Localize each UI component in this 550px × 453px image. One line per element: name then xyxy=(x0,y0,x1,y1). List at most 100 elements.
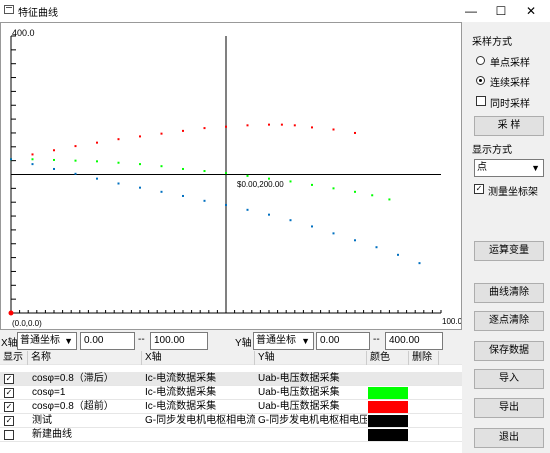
maximize-icon[interactable]: ☐ xyxy=(495,4,507,18)
data-point xyxy=(203,170,206,173)
plot-svg xyxy=(8,35,442,316)
table-row[interactable]: 新建曲线 xyxy=(0,428,462,442)
header-color: 颜色 xyxy=(367,351,409,365)
y-axis-type-value: 普通坐标 xyxy=(256,335,296,346)
data-point xyxy=(182,167,184,170)
data-point xyxy=(397,253,399,256)
data-point xyxy=(31,158,34,161)
data-point xyxy=(160,165,163,168)
data-point xyxy=(139,135,141,138)
measure-axis-label: 测量坐标架 xyxy=(488,187,538,198)
y-range-separator: -- xyxy=(373,334,380,345)
data-point xyxy=(74,159,77,162)
sample-button[interactable]: 采 样 xyxy=(474,116,544,136)
curve-x-source: Ic-电流数据采集 xyxy=(145,373,217,384)
data-point xyxy=(74,172,77,175)
header-show: 显示 xyxy=(0,351,28,365)
curve-y-source: G-同步发电机电枢相电压 xyxy=(258,415,367,426)
y-axis-type-select[interactable]: 普通坐标 ▼ xyxy=(253,332,314,350)
import-button[interactable]: 导入 xyxy=(474,369,544,389)
data-point xyxy=(311,126,313,129)
data-point xyxy=(182,194,184,197)
color-swatch[interactable] xyxy=(368,415,408,427)
data-point xyxy=(31,163,34,166)
data-point xyxy=(289,180,292,183)
export-button[interactable]: 导出 xyxy=(474,398,544,418)
sample-mode-label: 采样方式 xyxy=(472,37,512,48)
curve-name: cosφ=0.8（滞后） xyxy=(32,373,114,384)
x-max-input[interactable]: 100.00 xyxy=(150,332,208,350)
data-point xyxy=(31,153,34,156)
title-bar: 特征曲线 — ☐ ✕ xyxy=(0,0,550,22)
table-row[interactable]: ✓ cosφ=0.8（超前） Ic-电流数据采集 Uab-电压数据采集 xyxy=(0,400,462,414)
clear-curve-button[interactable]: 曲线清除 xyxy=(474,283,544,303)
compute-variable-button[interactable]: 运算变量 xyxy=(474,241,544,261)
header-name: 名称 xyxy=(28,351,142,365)
table-row[interactable]: ✓ 测试 G-同步发电机电枢相电流 G-同步发电机电枢相电压 xyxy=(0,414,462,428)
curve-x-source: G-同步发电机电枢相电流 xyxy=(145,415,255,426)
window-title: 特征曲线 xyxy=(18,8,58,19)
x-min-input[interactable]: 0.00 xyxy=(80,332,135,350)
data-point xyxy=(160,190,163,193)
data-point xyxy=(96,160,98,163)
data-point xyxy=(332,128,335,131)
curve-y-source xyxy=(258,428,367,442)
data-point xyxy=(117,182,120,185)
data-point xyxy=(354,131,356,134)
data-point xyxy=(268,123,270,126)
data-point xyxy=(10,158,12,161)
data-point xyxy=(354,239,356,242)
plot-area[interactable]: 400.0 (0.0,0.0) 100.0 $0.00,200.00 xyxy=(0,22,462,330)
data-point xyxy=(96,177,98,180)
chevron-down-icon: ▼ xyxy=(531,163,540,173)
simultaneous-sample-checkbox[interactable] xyxy=(476,96,486,106)
measure-axis-checkbox[interactable]: ✓ xyxy=(474,184,484,194)
x-axis-type-select[interactable]: 普通坐标 ▼ xyxy=(17,332,77,350)
x-axis-type-value: 普通坐标 xyxy=(20,335,60,346)
single-sample-label: 单点采样 xyxy=(490,58,530,69)
curve-x-source: Ic-电流数据采集 xyxy=(145,387,217,398)
origin-label: (0.0,0.0) xyxy=(12,319,42,328)
color-swatch[interactable] xyxy=(368,387,408,399)
close-icon[interactable]: ✕ xyxy=(525,4,537,18)
chevron-down-icon: ▼ xyxy=(64,336,73,346)
curve-name: cosφ=1 xyxy=(32,387,66,398)
show-checkbox[interactable]: ✓ xyxy=(4,374,14,384)
continuous-sample-radio[interactable] xyxy=(476,76,485,85)
y-max-label: 400.0 xyxy=(12,28,35,38)
data-point xyxy=(96,141,98,144)
header-y: Y轴 xyxy=(255,351,367,365)
y-min-input[interactable]: 0.00 xyxy=(316,332,370,350)
data-point xyxy=(371,194,374,197)
show-checkbox[interactable]: ✓ xyxy=(4,388,14,398)
data-point xyxy=(246,208,249,211)
display-mode-label: 显示方式 xyxy=(472,145,512,156)
data-point xyxy=(293,124,296,127)
data-point xyxy=(203,199,206,202)
data-point xyxy=(139,163,141,166)
curve-table: 显示 名称 X轴 Y轴 颜色 删除 ✓ cosφ=0.8（滞后） Ic-电流数据采集… xyxy=(0,351,462,453)
minimize-icon[interactable]: — xyxy=(465,4,477,18)
display-mode-value: 点 xyxy=(477,162,487,173)
color-swatch[interactable] xyxy=(368,429,408,441)
header-x: X轴 xyxy=(142,351,255,365)
color-swatch[interactable] xyxy=(368,401,408,413)
curve-name: cosφ=0.8（超前） xyxy=(32,401,114,412)
exit-button[interactable]: 退出 xyxy=(474,428,544,448)
table-row[interactable]: ✓ cosφ=1 Ic-电流数据采集 Uab-电压数据采集 xyxy=(0,386,462,400)
data-point xyxy=(418,262,421,265)
show-checkbox[interactable]: ✓ xyxy=(4,402,14,412)
y-max-input[interactable]: 400.00 xyxy=(385,332,443,350)
data-point xyxy=(139,186,141,189)
data-point xyxy=(117,138,120,141)
table-row[interactable]: ✓ cosφ=0.8（滞后） Ic-电流数据采集 Uab-电压数据采集 xyxy=(0,372,462,386)
origin-marker xyxy=(8,310,14,316)
show-checkbox[interactable] xyxy=(4,430,14,440)
save-data-button[interactable]: 保存数据 xyxy=(474,341,544,361)
single-sample-radio[interactable] xyxy=(476,56,485,65)
data-point xyxy=(268,177,270,180)
display-mode-select[interactable]: 点 ▼ xyxy=(474,159,544,177)
clear-point-button[interactable]: 逐点清除 xyxy=(474,311,544,331)
show-checkbox[interactable]: ✓ xyxy=(4,416,14,426)
curve-name: 新建曲线 xyxy=(32,429,72,440)
